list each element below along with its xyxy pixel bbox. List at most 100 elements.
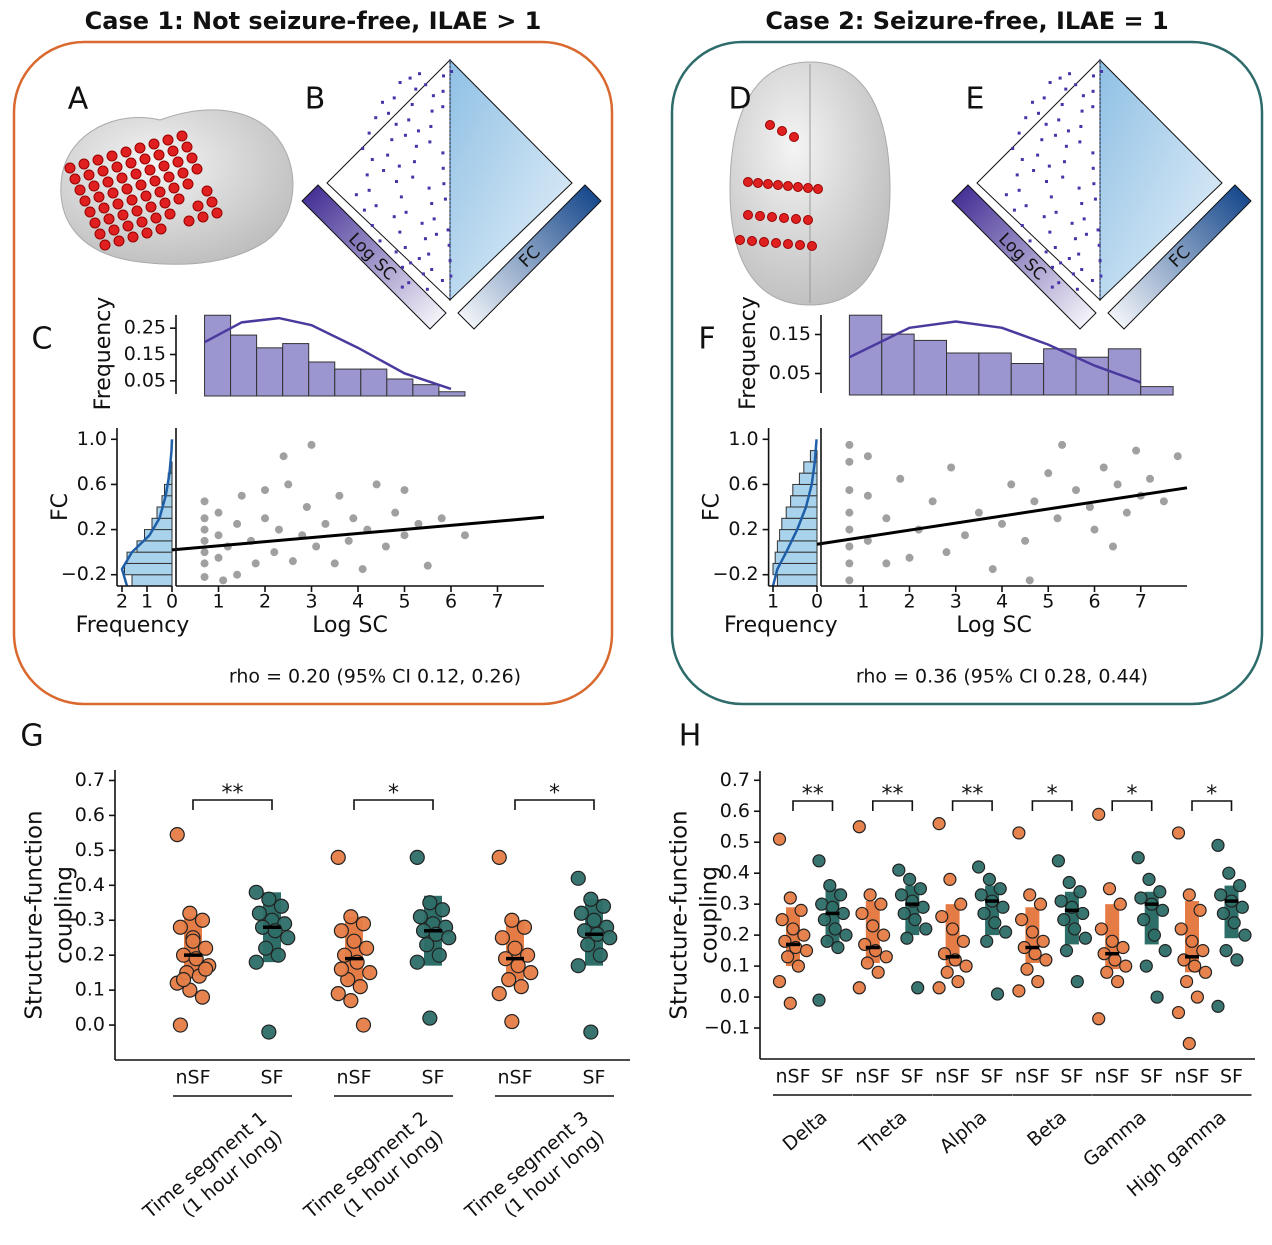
series-label: nSF	[935, 1066, 970, 1088]
hist-bar	[204, 314, 232, 397]
scatter-point	[1099, 463, 1108, 472]
data-point	[874, 897, 888, 911]
electrode	[98, 202, 110, 214]
electrode	[116, 172, 128, 184]
electrode	[140, 190, 152, 202]
y-tick-label: 0.5	[720, 831, 750, 853]
y-tick-label: 0.1	[75, 979, 105, 1001]
electrode	[103, 213, 115, 225]
electrode	[803, 215, 813, 225]
significance-bracket	[1191, 800, 1233, 811]
panel-label: D	[728, 82, 751, 117]
electrode	[122, 220, 134, 232]
electrode	[134, 142, 146, 154]
data-point	[491, 986, 507, 1002]
matrix-cell	[1081, 94, 1085, 98]
matrix-cell	[441, 166, 445, 170]
scatter-point	[845, 559, 854, 568]
matrix-cell	[1024, 116, 1028, 120]
matrix-cell	[1091, 74, 1095, 78]
scatter-point	[947, 463, 956, 472]
x-axis-label: Log SC	[956, 613, 1032, 638]
matrix-cell	[1037, 111, 1041, 115]
data-point	[251, 905, 267, 921]
electrode	[148, 138, 160, 150]
data-point	[1102, 882, 1117, 896]
y-tick-label: 0.1	[720, 955, 750, 977]
scatter-point	[237, 491, 246, 500]
matrix-cell	[400, 285, 404, 289]
matrix-cell	[404, 210, 408, 214]
matrix-cell	[1080, 109, 1084, 113]
data-point	[815, 897, 829, 911]
y-tick-label: 0.3	[720, 893, 750, 915]
colorbar-fc	[1107, 184, 1252, 330]
matrix-cell	[403, 133, 407, 137]
x-axis-label: Frequency	[76, 613, 190, 638]
matrix-cell	[442, 182, 446, 186]
scatter-point	[214, 531, 223, 540]
data-point	[1020, 962, 1034, 976]
y-tick-label: 0.7	[75, 769, 105, 791]
series-label: SF	[1060, 1066, 1083, 1088]
significance-bracket	[872, 800, 914, 811]
scatter-point	[200, 536, 209, 545]
panel-label: F	[698, 322, 715, 357]
scatter-point	[312, 542, 321, 551]
data-point	[974, 888, 988, 902]
y-axis-label: Frequency	[91, 297, 116, 411]
scatter-point	[200, 559, 209, 568]
x-tick-label: 2	[259, 591, 271, 613]
hist-bar	[790, 495, 818, 508]
matrix-cell	[1060, 103, 1064, 106]
scatter-point	[423, 561, 432, 570]
matrix-cell	[1042, 96, 1046, 100]
data-point	[996, 900, 1010, 914]
matrix-cell	[392, 96, 396, 100]
series-label: nSF	[855, 1066, 890, 1088]
x-tick-label: 2	[116, 591, 128, 613]
data-point	[902, 872, 917, 886]
electrode	[113, 235, 125, 247]
series-label: nSF	[1174, 1066, 1209, 1088]
rho-label: rho = 0.20 (95% CI 0.12, 0.26)	[229, 666, 521, 688]
data-point	[1062, 875, 1076, 890]
data-point	[913, 882, 928, 896]
matrix-cell	[1080, 202, 1084, 205]
y-axis-label: FC	[48, 493, 73, 521]
data-point	[1139, 959, 1153, 973]
hist-bar	[978, 352, 1012, 396]
data-point	[501, 972, 517, 988]
data-point	[1182, 888, 1196, 902]
electrode	[747, 236, 757, 246]
electrode	[793, 182, 803, 192]
data-point	[273, 898, 290, 914]
scatter-point	[200, 525, 209, 534]
data-point	[982, 872, 997, 886]
data-point	[932, 817, 946, 831]
hist-bar	[881, 333, 915, 396]
scatter-point	[233, 519, 242, 528]
data-point	[182, 905, 198, 921]
electrode	[149, 175, 161, 187]
matrix-cell	[387, 111, 391, 115]
electrode	[112, 198, 124, 210]
electrode	[120, 146, 132, 158]
data-point	[431, 947, 447, 963]
y-tick-label: −0.2	[61, 563, 107, 585]
electrode	[79, 195, 91, 207]
matrix-cell	[1097, 243, 1101, 247]
matrix-cell	[434, 232, 438, 236]
data-point	[916, 900, 930, 914]
matrix-cell	[1090, 279, 1094, 282]
scatter-point	[961, 531, 969, 540]
matrix-cell	[401, 265, 405, 269]
scatter-point	[905, 553, 914, 562]
hist-bar	[230, 334, 258, 397]
electrode	[154, 186, 166, 198]
data-point	[1033, 897, 1048, 911]
matrix-cell	[1031, 100, 1035, 104]
matrix-cell	[441, 89, 445, 93]
matrix-cell	[395, 180, 398, 183]
hist-bar	[126, 551, 173, 564]
